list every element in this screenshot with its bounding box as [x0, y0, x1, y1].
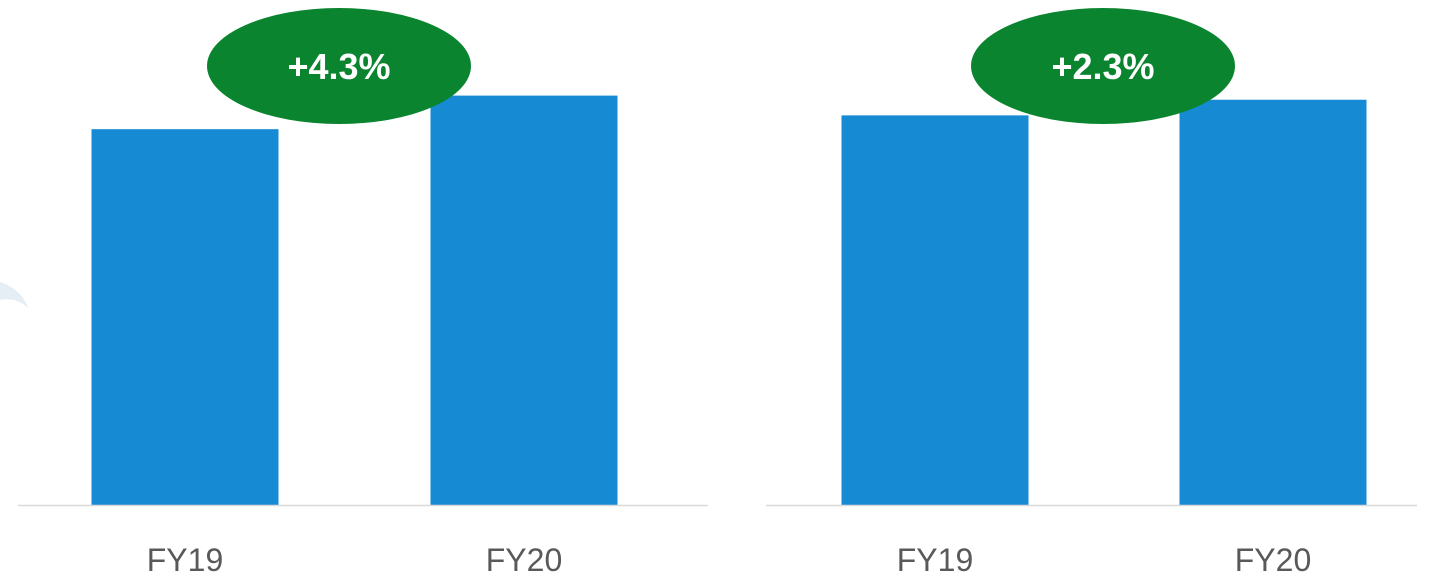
chart-right: FY19 FY20 +2.3% — [766, 8, 1417, 577]
x-tick-label: FY20 — [486, 542, 562, 577]
growth-badge — [207, 8, 471, 124]
bar-fy20 — [430, 95, 618, 505]
bar-fy19 — [841, 115, 1029, 505]
growth-badge-label: +2.3% — [1051, 46, 1154, 87]
bar-fy19 — [91, 129, 279, 505]
chart-left: FY19 FY20 +4.3% — [18, 8, 708, 577]
growth-badge-label: +4.3% — [287, 46, 390, 87]
x-tick-label: FY19 — [147, 542, 223, 577]
watermark-fragment — [0, 282, 28, 308]
x-tick-label: FY19 — [897, 542, 973, 577]
x-tick-label: FY20 — [1235, 542, 1311, 577]
bar-fy20 — [1179, 99, 1367, 506]
growth-badge — [971, 8, 1235, 124]
